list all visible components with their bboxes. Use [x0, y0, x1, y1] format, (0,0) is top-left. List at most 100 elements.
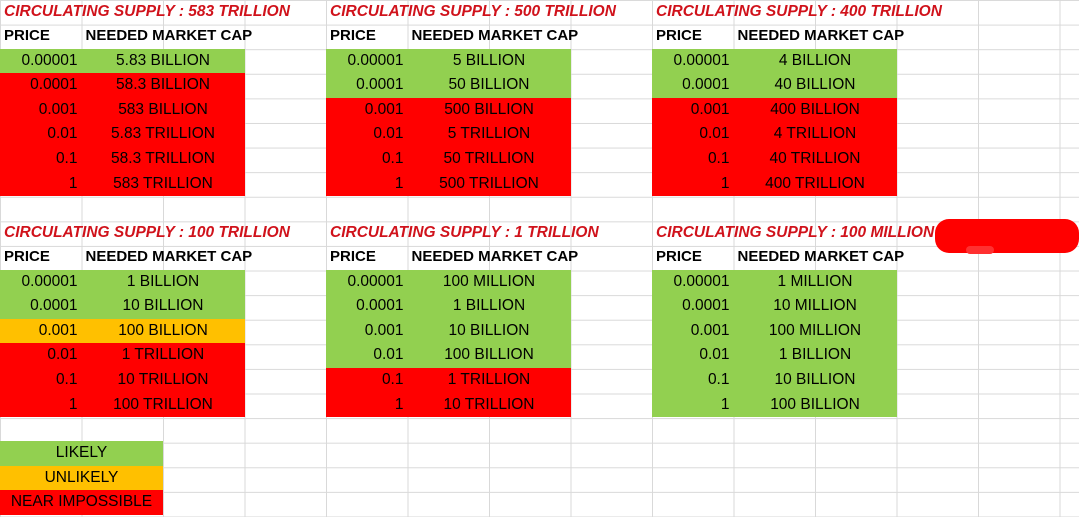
price-cell[interactable]: 0.00001: [652, 269, 734, 295]
market-cap-cell[interactable]: 400 BILLION: [733, 97, 897, 123]
price-cell[interactable]: 0.001: [326, 318, 408, 344]
market-cap-cell[interactable]: 1 TRILLION: [81, 343, 245, 368]
market-cap-cell[interactable]: 1 BILLION: [407, 294, 571, 319]
price-header: PRICE: [330, 248, 376, 265]
price-cell[interactable]: 0.00001: [652, 48, 734, 74]
table-row: 0.00001 100 MILLION: [326, 269, 652, 295]
price-cell[interactable]: 1: [0, 171, 82, 197]
price-cell[interactable]: 0.1: [652, 367, 734, 393]
price-cell[interactable]: 0.00001: [326, 48, 408, 74]
market-cap-cell[interactable]: 1 MILLION: [733, 269, 897, 295]
table-row: 0.1 1 TRILLION: [326, 367, 652, 393]
price-cell[interactable]: 0.00001: [326, 269, 408, 295]
legend-likely[interactable]: LIKELY: [0, 441, 163, 466]
price-cell[interactable]: 0.1: [652, 146, 734, 172]
market-cap-cell[interactable]: 40 TRILLION: [733, 146, 897, 172]
market-cap-cell[interactable]: 10 TRILLION: [81, 367, 245, 393]
price-cell[interactable]: 0.01: [326, 343, 408, 368]
price-header: PRICE: [4, 248, 50, 265]
table-header: PRICE NEEDED MARKET CAP: [326, 24, 652, 49]
market-cap-cell[interactable]: 10 BILLION: [733, 367, 897, 393]
market-cap-cell[interactable]: 10 BILLION: [81, 294, 245, 319]
legend-unlikely[interactable]: UNLIKELY: [0, 465, 163, 491]
market-cap-cell[interactable]: 583 TRILLION: [81, 171, 245, 197]
market-cap-cell[interactable]: 1 TRILLION: [407, 367, 571, 393]
market-cap-cell[interactable]: 1 BILLION: [81, 269, 245, 295]
market-cap-cell[interactable]: 5 TRILLION: [407, 122, 571, 147]
price-cell[interactable]: 0.001: [652, 97, 734, 123]
table-row: 1 500 TRILLION: [326, 171, 652, 197]
price-cell[interactable]: 0.00001: [0, 269, 82, 295]
table-title: CIRCULATING SUPPLY : 1 TRILLION: [330, 224, 599, 241]
price-cell[interactable]: 0.0001: [0, 294, 82, 319]
price-header: PRICE: [656, 248, 702, 265]
market-cap-cell[interactable]: 10 TRILLION: [407, 392, 571, 418]
market-cap-cell[interactable]: 100 MILLION: [733, 318, 897, 344]
market-cap-cell[interactable]: 100 BILLION: [733, 392, 897, 418]
price-cell[interactable]: 1: [326, 392, 408, 418]
supply-table-500-trillion: CIRCULATING SUPPLY : 500 TRILLION PRICE …: [326, 0, 652, 197]
market-cap-cell[interactable]: 58.3 BILLION: [81, 73, 245, 98]
price-cell[interactable]: 0.1: [326, 367, 408, 393]
table-header: PRICE NEEDED MARKET CAP: [0, 245, 326, 270]
supply-table-583-trillion: CIRCULATING SUPPLY : 583 TRILLION PRICE …: [0, 0, 326, 197]
price-cell[interactable]: 1: [0, 392, 82, 418]
price-cell[interactable]: 1: [652, 171, 734, 197]
market-cap-cell[interactable]: 500 BILLION: [407, 97, 571, 123]
legend: LIKELY UNLIKELY NEAR IMPOSSIBLE: [0, 441, 163, 515]
price-cell[interactable]: 1: [326, 171, 408, 197]
table-row: 0.01 100 BILLION: [326, 343, 652, 368]
market-cap-cell[interactable]: 50 TRILLION: [407, 146, 571, 172]
market-cap-cell[interactable]: 50 BILLION: [407, 73, 571, 98]
table-row: 1 100 BILLION: [652, 392, 978, 418]
price-cell[interactable]: 1: [652, 392, 734, 418]
price-cell[interactable]: 0.01: [0, 343, 82, 368]
table-row: 0.1 40 TRILLION: [652, 146, 978, 172]
market-cap-cell[interactable]: 4 TRILLION: [733, 122, 897, 147]
market-cap-cell[interactable]: 1 BILLION: [733, 343, 897, 368]
price-cell[interactable]: 0.00001: [0, 48, 82, 74]
table-row: 1 400 TRILLION: [652, 171, 978, 197]
price-cell[interactable]: 0.01: [652, 343, 734, 368]
market-cap-cell[interactable]: 10 BILLION: [407, 318, 571, 344]
price-cell[interactable]: 0.001: [0, 318, 82, 344]
table-title: CIRCULATING SUPPLY : 583 TRILLION: [4, 3, 290, 20]
table-row: 0.001 400 BILLION: [652, 97, 978, 123]
price-header: PRICE: [330, 27, 376, 44]
price-cell[interactable]: 0.001: [0, 97, 82, 123]
market-cap-cell[interactable]: 100 TRILLION: [81, 392, 245, 418]
market-cap-cell[interactable]: 400 TRILLION: [733, 171, 897, 197]
price-cell[interactable]: 0.01: [652, 122, 734, 147]
market-cap-header: NEEDED MARKET CAP: [737, 248, 905, 265]
legend-near-impossible[interactable]: NEAR IMPOSSIBLE: [0, 490, 163, 515]
market-cap-header: NEEDED MARKET CAP: [411, 27, 579, 44]
market-cap-cell[interactable]: 5 BILLION: [407, 48, 571, 74]
table-row: 0.00001 4 BILLION: [652, 48, 978, 74]
market-cap-cell[interactable]: 5.83 TRILLION: [81, 122, 245, 147]
price-cell[interactable]: 0.0001: [326, 73, 408, 98]
price-cell[interactable]: 0.0001: [652, 73, 734, 98]
price-cell[interactable]: 0.0001: [0, 73, 82, 98]
market-cap-cell[interactable]: 100 MILLION: [407, 269, 571, 295]
price-cell[interactable]: 0.01: [0, 122, 82, 147]
price-cell[interactable]: 0.1: [0, 367, 82, 393]
price-cell[interactable]: 0.0001: [326, 294, 408, 319]
market-cap-cell[interactable]: 4 BILLION: [733, 48, 897, 74]
market-cap-cell[interactable]: 10 MILLION: [733, 294, 897, 319]
market-cap-cell[interactable]: 100 BILLION: [407, 343, 571, 368]
market-cap-cell[interactable]: 5.83 BILLION: [81, 48, 245, 74]
market-cap-cell[interactable]: 500 TRILLION: [407, 171, 571, 197]
market-cap-cell[interactable]: 100 BILLION: [81, 318, 245, 344]
table-row: 0.0001 1 BILLION: [326, 294, 652, 319]
price-cell[interactable]: 0.0001: [652, 294, 734, 319]
price-cell[interactable]: 0.1: [326, 146, 408, 172]
price-cell[interactable]: 0.001: [652, 318, 734, 344]
price-cell[interactable]: 0.001: [326, 97, 408, 123]
table-row: 0.00001 1 BILLION: [0, 269, 326, 295]
market-cap-cell[interactable]: 40 BILLION: [733, 73, 897, 98]
price-cell[interactable]: 0.01: [326, 122, 408, 147]
table-row: 1 100 TRILLION: [0, 392, 326, 418]
price-cell[interactable]: 0.1: [0, 146, 82, 172]
market-cap-cell[interactable]: 583 BILLION: [81, 97, 245, 123]
market-cap-cell[interactable]: 58.3 TRILLION: [81, 146, 245, 172]
